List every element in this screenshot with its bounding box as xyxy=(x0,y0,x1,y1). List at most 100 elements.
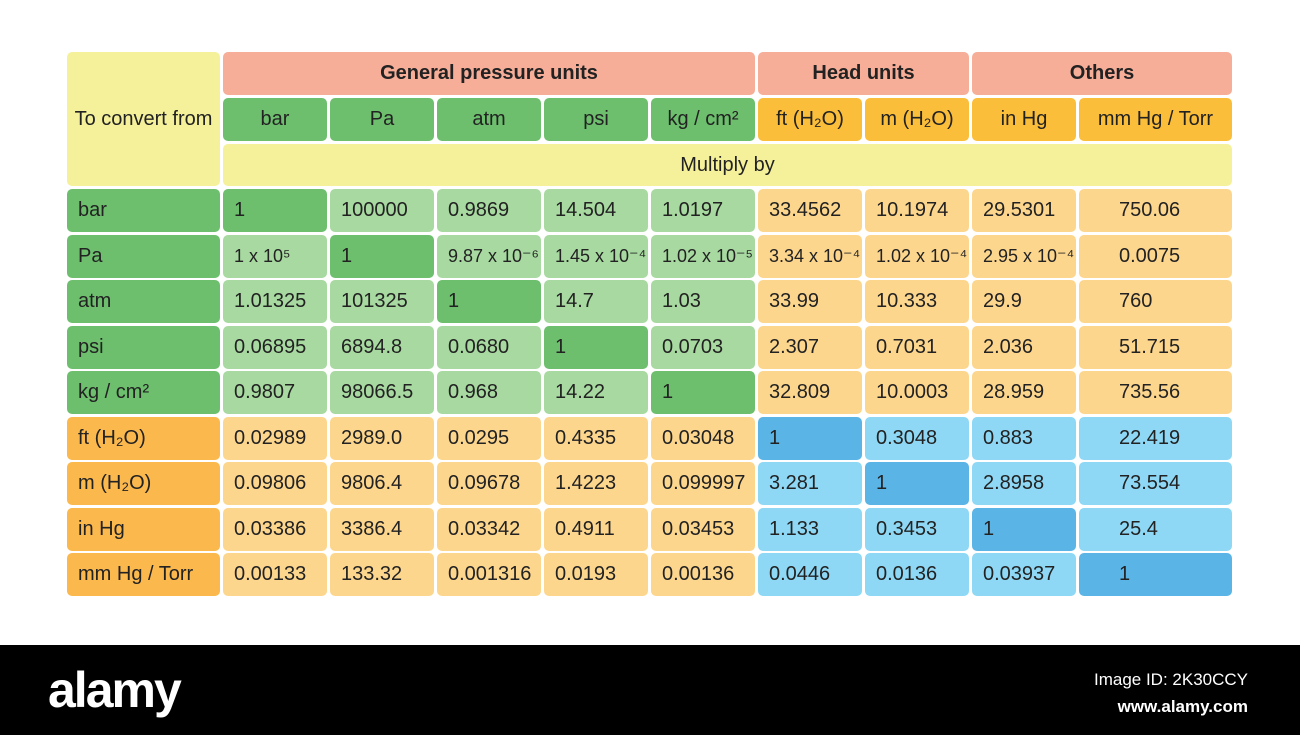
row-label: Pa xyxy=(67,234,220,278)
value-cell: 14.22 xyxy=(544,371,648,414)
value-cell: 1 xyxy=(758,416,862,460)
value-cell: 1.02 x 10⁻⁵ xyxy=(651,234,755,278)
value-cell: 133.32 xyxy=(330,553,434,596)
value-cell: 1 xyxy=(1079,553,1232,596)
value-cell: 0.4335 xyxy=(544,416,648,460)
value-cell: 0.09678 xyxy=(437,462,541,505)
site: www.alamy.com xyxy=(1117,697,1248,716)
image-id: Image ID: 2K30CCY xyxy=(1093,670,1248,689)
value-cell: 29.5301 xyxy=(972,189,1076,232)
row-label: mm Hg / Torr xyxy=(67,553,220,596)
value-cell: 28.959 xyxy=(972,371,1076,414)
group-header: Head units xyxy=(758,52,969,95)
value-cell: 1.0197 xyxy=(651,189,755,232)
value-cell: 1 xyxy=(865,462,969,505)
value-cell: 0.0446 xyxy=(758,553,862,596)
value-cell: 1 xyxy=(972,507,1076,551)
value-cell: 3386.4 xyxy=(330,507,434,551)
value-cell: 1.4223 xyxy=(544,462,648,505)
value-cell: 0.099997 xyxy=(651,462,755,505)
row-label: atm xyxy=(67,280,220,323)
value-cell: 1 xyxy=(437,280,541,323)
value-cell: 1 x 10⁵ xyxy=(223,234,327,278)
value-cell: 6894.8 xyxy=(330,325,434,369)
value-cell: 0.0136 xyxy=(865,553,969,596)
row-label: kg / cm² xyxy=(67,371,220,414)
column-header: ft (H₂O) xyxy=(758,98,862,141)
value-cell: 100000 xyxy=(330,189,434,232)
value-cell: 0.3453 xyxy=(865,507,969,551)
value-cell: 0.0075 xyxy=(1079,234,1232,278)
value-cell: 1 xyxy=(223,189,327,232)
value-cell: 0.4911 xyxy=(544,507,648,551)
value-cell: 1.01325 xyxy=(223,280,327,323)
value-cell: 0.03937 xyxy=(972,553,1076,596)
value-cell: 10.1974 xyxy=(865,189,969,232)
value-cell: 1.03 xyxy=(651,280,755,323)
value-cell: 101325 xyxy=(330,280,434,323)
value-cell: 0.7031 xyxy=(865,325,969,369)
row-label: in Hg xyxy=(67,507,220,551)
value-cell: 1 xyxy=(330,234,434,278)
group-header: Others xyxy=(972,52,1232,95)
value-cell: 0.9807 xyxy=(223,371,327,414)
group-header: General pressure units xyxy=(223,52,755,95)
column-header: in Hg xyxy=(972,98,1076,141)
value-cell: 0.00136 xyxy=(651,553,755,596)
value-cell: 0.06895 xyxy=(223,325,327,369)
value-cell: 750.06 xyxy=(1079,189,1232,232)
value-cell: 32.809 xyxy=(758,371,862,414)
value-cell: 14.7 xyxy=(544,280,648,323)
value-cell: 760 xyxy=(1079,280,1232,323)
footer: alamy Image ID: 2K30CCY www.alamy.com xyxy=(0,645,1300,735)
value-cell: 3.281 xyxy=(758,462,862,505)
value-cell: 10.333 xyxy=(865,280,969,323)
value-cell: 2989.0 xyxy=(330,416,434,460)
value-cell: 0.0193 xyxy=(544,553,648,596)
multiply-by: Multiply by xyxy=(223,144,1232,186)
value-cell: 1 xyxy=(651,371,755,414)
column-header: psi xyxy=(544,98,648,141)
column-header: kg / cm² xyxy=(651,98,755,141)
value-cell: 29.9 xyxy=(972,280,1076,323)
logo: alamy xyxy=(48,662,182,718)
value-cell: 0.0703 xyxy=(651,325,755,369)
value-cell: 33.99 xyxy=(758,280,862,323)
value-cell: 0.0295 xyxy=(437,416,541,460)
row-label: psi xyxy=(67,325,220,369)
value-cell: 0.968 xyxy=(437,371,541,414)
value-cell: 735.56 xyxy=(1079,371,1232,414)
value-cell: 2.307 xyxy=(758,325,862,369)
value-cell: 1.45 x 10⁻⁴ xyxy=(544,234,648,278)
corner: To convert from xyxy=(67,52,220,186)
value-cell: 33.4562 xyxy=(758,189,862,232)
column-header: bar xyxy=(223,98,327,141)
row-label: m (H₂O) xyxy=(67,462,220,505)
value-cell: 0.03048 xyxy=(651,416,755,460)
column-header: atm xyxy=(437,98,541,141)
value-cell: 0.00133 xyxy=(223,553,327,596)
value-cell: 2.036 xyxy=(972,325,1076,369)
value-cell: 0.02989 xyxy=(223,416,327,460)
value-cell: 2.8958 xyxy=(972,462,1076,505)
value-cell: 1 xyxy=(544,325,648,369)
value-cell: 1.02 x 10⁻⁴ xyxy=(865,234,969,278)
value-cell: 0.03386 xyxy=(223,507,327,551)
value-cell: 0.09806 xyxy=(223,462,327,505)
value-cell: 2.95 x 10⁻⁴ xyxy=(972,234,1076,278)
value-cell: 14.504 xyxy=(544,189,648,232)
column-header: m (H₂O) xyxy=(865,98,969,141)
value-cell: 22.419 xyxy=(1079,416,1232,460)
row-label: ft (H₂O) xyxy=(67,416,220,460)
value-cell: 3.34 x 10⁻⁴ xyxy=(758,234,862,278)
value-cell: 0.03342 xyxy=(437,507,541,551)
value-cell: 51.715 xyxy=(1079,325,1232,369)
value-cell: 0.03453 xyxy=(651,507,755,551)
value-cell: 98066.5 xyxy=(330,371,434,414)
value-cell: 0.001316 xyxy=(437,553,541,596)
value-cell: 25.4 xyxy=(1079,507,1232,551)
column-header: Pa xyxy=(330,98,434,141)
column-header: mm Hg / Torr xyxy=(1079,98,1232,141)
value-cell: 1.133 xyxy=(758,507,862,551)
